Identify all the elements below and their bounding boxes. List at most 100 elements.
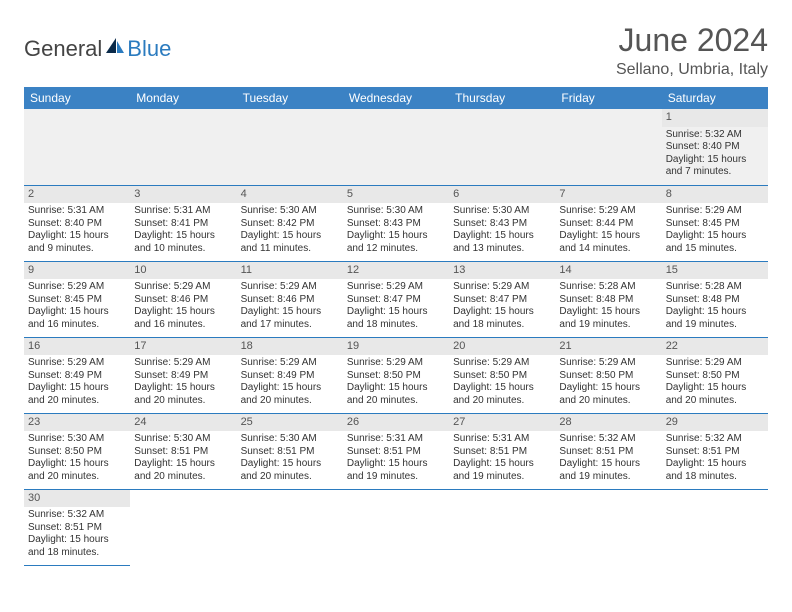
calendar-cell: 21Sunrise: 5:29 AMSunset: 8:50 PMDayligh…	[555, 337, 661, 413]
calendar-cell: 1Sunrise: 5:32 AMSunset: 8:40 PMDaylight…	[662, 109, 768, 185]
calendar-cell	[237, 109, 343, 185]
daylight-text: Daylight: 15 hours and 17 minutes.	[241, 306, 339, 331]
day-body: Sunrise: 5:29 AMSunset: 8:50 PMDaylight:…	[449, 355, 555, 411]
day-body: Sunrise: 5:29 AMSunset: 8:44 PMDaylight:…	[555, 203, 661, 259]
calendar-cell: 8Sunrise: 5:29 AMSunset: 8:45 PMDaylight…	[662, 185, 768, 261]
calendar-cell: 19Sunrise: 5:29 AMSunset: 8:50 PMDayligh…	[343, 337, 449, 413]
calendar-cell	[130, 109, 236, 185]
location: Sellano, Umbria, Italy	[616, 61, 768, 79]
day-body: Sunrise: 5:32 AMSunset: 8:51 PMDaylight:…	[555, 431, 661, 487]
day-body: Sunrise: 5:29 AMSunset: 8:46 PMDaylight:…	[130, 279, 236, 335]
sunset-text: Sunset: 8:44 PM	[559, 218, 657, 231]
day-body: Sunrise: 5:30 AMSunset: 8:51 PMDaylight:…	[237, 431, 343, 487]
calendar-cell: 2Sunrise: 5:31 AMSunset: 8:40 PMDaylight…	[24, 185, 130, 261]
day-body: Sunrise: 5:29 AMSunset: 8:45 PMDaylight:…	[24, 279, 130, 335]
sunrise-text: Sunrise: 5:30 AM	[347, 205, 445, 218]
sunrise-text: Sunrise: 5:29 AM	[28, 357, 126, 370]
calendar-cell: 4Sunrise: 5:30 AMSunset: 8:42 PMDaylight…	[237, 185, 343, 261]
calendar-cell: 13Sunrise: 5:29 AMSunset: 8:47 PMDayligh…	[449, 261, 555, 337]
calendar-week-row: 9Sunrise: 5:29 AMSunset: 8:45 PMDaylight…	[24, 261, 768, 337]
day-body: Sunrise: 5:28 AMSunset: 8:48 PMDaylight:…	[555, 279, 661, 335]
day-number: 14	[555, 262, 661, 280]
sunset-text: Sunset: 8:45 PM	[28, 294, 126, 307]
day-header: Sunday	[24, 87, 130, 109]
sunrise-text: Sunrise: 5:31 AM	[347, 433, 445, 446]
sunset-text: Sunset: 8:49 PM	[28, 370, 126, 383]
day-header: Monday	[130, 87, 236, 109]
day-body: Sunrise: 5:29 AMSunset: 8:49 PMDaylight:…	[130, 355, 236, 411]
sunset-text: Sunset: 8:45 PM	[666, 218, 764, 231]
sunrise-text: Sunrise: 5:29 AM	[134, 281, 232, 294]
sunset-text: Sunset: 8:43 PM	[453, 218, 551, 231]
calendar-week-row: 16Sunrise: 5:29 AMSunset: 8:49 PMDayligh…	[24, 337, 768, 413]
day-number: 16	[24, 338, 130, 356]
day-header: Wednesday	[343, 87, 449, 109]
day-number: 29	[662, 414, 768, 432]
page-header: General Blue June 2024 Sellano, Umbria, …	[24, 22, 768, 79]
daylight-text: Daylight: 15 hours and 20 minutes.	[134, 382, 232, 407]
calendar-cell: 27Sunrise: 5:31 AMSunset: 8:51 PMDayligh…	[449, 413, 555, 489]
sunrise-text: Sunrise: 5:31 AM	[453, 433, 551, 446]
day-number: 20	[449, 338, 555, 356]
calendar-cell: 18Sunrise: 5:29 AMSunset: 8:49 PMDayligh…	[237, 337, 343, 413]
logo: General Blue	[24, 22, 171, 62]
sunset-text: Sunset: 8:43 PM	[347, 218, 445, 231]
daylight-text: Daylight: 15 hours and 20 minutes.	[666, 382, 764, 407]
day-body: Sunrise: 5:29 AMSunset: 8:46 PMDaylight:…	[237, 279, 343, 335]
day-body: Sunrise: 5:29 AMSunset: 8:50 PMDaylight:…	[343, 355, 449, 411]
calendar-cell: 28Sunrise: 5:32 AMSunset: 8:51 PMDayligh…	[555, 413, 661, 489]
sunset-text: Sunset: 8:49 PM	[134, 370, 232, 383]
calendar-cell	[343, 109, 449, 185]
calendar-week-row: 23Sunrise: 5:30 AMSunset: 8:50 PMDayligh…	[24, 413, 768, 489]
sunset-text: Sunset: 8:49 PM	[241, 370, 339, 383]
calendar-cell: 6Sunrise: 5:30 AMSunset: 8:43 PMDaylight…	[449, 185, 555, 261]
day-body: Sunrise: 5:29 AMSunset: 8:47 PMDaylight:…	[343, 279, 449, 335]
daylight-text: Daylight: 15 hours and 20 minutes.	[28, 382, 126, 407]
daylight-text: Daylight: 15 hours and 20 minutes.	[241, 382, 339, 407]
daylight-text: Daylight: 15 hours and 20 minutes.	[559, 382, 657, 407]
logo-sail-icon	[102, 36, 127, 62]
calendar-cell	[555, 489, 661, 565]
sunrise-text: Sunrise: 5:29 AM	[134, 357, 232, 370]
daylight-text: Daylight: 15 hours and 19 minutes.	[559, 306, 657, 331]
calendar-cell: 22Sunrise: 5:29 AMSunset: 8:50 PMDayligh…	[662, 337, 768, 413]
day-body: Sunrise: 5:29 AMSunset: 8:50 PMDaylight:…	[662, 355, 768, 411]
calendar-cell: 14Sunrise: 5:28 AMSunset: 8:48 PMDayligh…	[555, 261, 661, 337]
sunset-text: Sunset: 8:50 PM	[559, 370, 657, 383]
sunrise-text: Sunrise: 5:30 AM	[241, 205, 339, 218]
daylight-text: Daylight: 15 hours and 7 minutes.	[666, 154, 764, 179]
day-number: 3	[130, 186, 236, 204]
day-body: Sunrise: 5:30 AMSunset: 8:43 PMDaylight:…	[449, 203, 555, 259]
sunrise-text: Sunrise: 5:32 AM	[28, 509, 126, 522]
sunset-text: Sunset: 8:47 PM	[453, 294, 551, 307]
daylight-text: Daylight: 15 hours and 12 minutes.	[347, 230, 445, 255]
day-number: 4	[237, 186, 343, 204]
day-body: Sunrise: 5:29 AMSunset: 8:49 PMDaylight:…	[237, 355, 343, 411]
day-number: 26	[343, 414, 449, 432]
daylight-text: Daylight: 15 hours and 19 minutes.	[347, 458, 445, 483]
day-body: Sunrise: 5:30 AMSunset: 8:43 PMDaylight:…	[343, 203, 449, 259]
sunset-text: Sunset: 8:51 PM	[134, 446, 232, 459]
calendar-week-row: 2Sunrise: 5:31 AMSunset: 8:40 PMDaylight…	[24, 185, 768, 261]
calendar-cell: 5Sunrise: 5:30 AMSunset: 8:43 PMDaylight…	[343, 185, 449, 261]
day-number: 5	[343, 186, 449, 204]
day-number: 18	[237, 338, 343, 356]
logo-text-blue: Blue	[127, 36, 171, 62]
day-number: 7	[555, 186, 661, 204]
calendar-week-row: 30Sunrise: 5:32 AMSunset: 8:51 PMDayligh…	[24, 489, 768, 565]
day-number: 21	[555, 338, 661, 356]
day-number: 22	[662, 338, 768, 356]
calendar-cell	[130, 489, 236, 565]
day-body: Sunrise: 5:31 AMSunset: 8:40 PMDaylight:…	[24, 203, 130, 259]
calendar-cell	[24, 109, 130, 185]
sunrise-text: Sunrise: 5:28 AM	[666, 281, 764, 294]
calendar-cell	[237, 489, 343, 565]
sunset-text: Sunset: 8:51 PM	[666, 446, 764, 459]
calendar-cell	[449, 109, 555, 185]
day-body: Sunrise: 5:31 AMSunset: 8:41 PMDaylight:…	[130, 203, 236, 259]
daylight-text: Daylight: 15 hours and 20 minutes.	[241, 458, 339, 483]
day-body: Sunrise: 5:32 AMSunset: 8:40 PMDaylight:…	[662, 127, 768, 183]
sunset-text: Sunset: 8:50 PM	[453, 370, 551, 383]
sunset-text: Sunset: 8:40 PM	[28, 218, 126, 231]
day-number: 8	[662, 186, 768, 204]
